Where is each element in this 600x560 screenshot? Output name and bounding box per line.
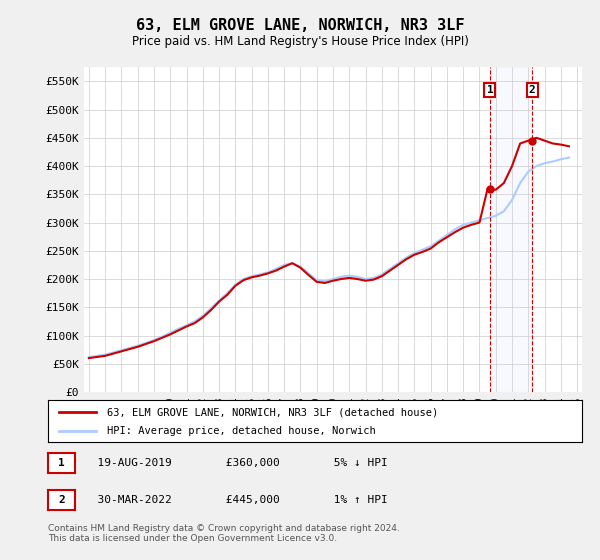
Text: 63, ELM GROVE LANE, NORWICH, NR3 3LF: 63, ELM GROVE LANE, NORWICH, NR3 3LF: [136, 18, 464, 32]
Text: 30-MAR-2022        £445,000        1% ↑ HPI: 30-MAR-2022 £445,000 1% ↑ HPI: [84, 495, 388, 505]
Text: 19-AUG-2019        £360,000        5% ↓ HPI: 19-AUG-2019 £360,000 5% ↓ HPI: [84, 459, 388, 468]
Text: Price paid vs. HM Land Registry's House Price Index (HPI): Price paid vs. HM Land Registry's House …: [131, 35, 469, 49]
Bar: [490, 67, 532, 392]
Text: 63, ELM GROVE LANE, NORWICH, NR3 3LF (detached house): 63, ELM GROVE LANE, NORWICH, NR3 3LF (de…: [107, 407, 438, 417]
Text: 2: 2: [529, 85, 536, 95]
Text: 1: 1: [487, 85, 493, 95]
Text: 2: 2: [58, 495, 65, 505]
Text: HPI: Average price, detached house, Norwich: HPI: Average price, detached house, Norw…: [107, 426, 376, 436]
Text: Contains HM Land Registry data © Crown copyright and database right 2024.
This d: Contains HM Land Registry data © Crown c…: [48, 524, 400, 543]
Text: 1: 1: [58, 459, 65, 468]
